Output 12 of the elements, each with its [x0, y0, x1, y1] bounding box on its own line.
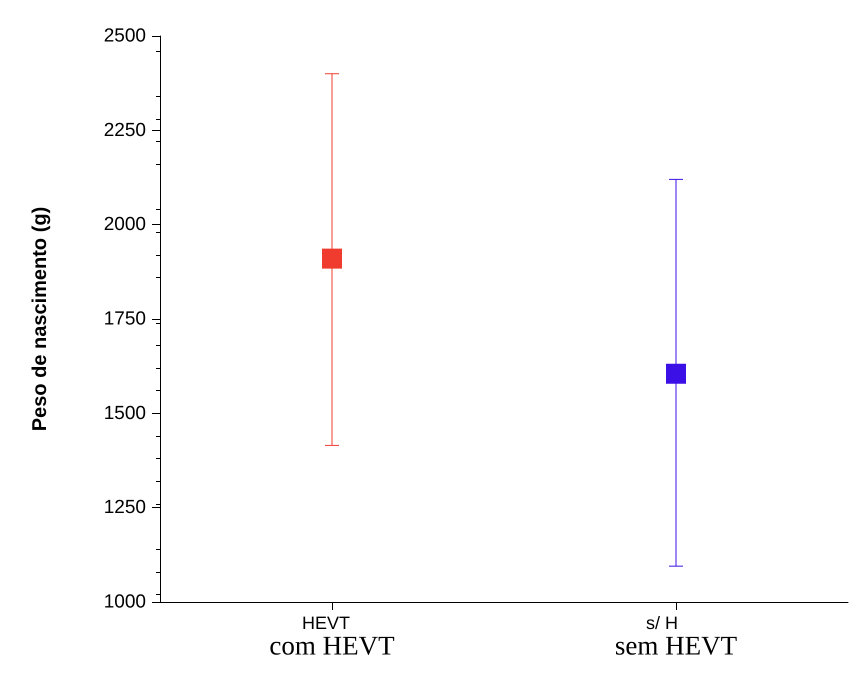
- text: HEVT: [302, 613, 350, 633]
- text: s/ H: [646, 613, 678, 633]
- x-tick-label: sem HEVT: [614, 630, 738, 660]
- y-tick-label: 1250: [104, 497, 146, 518]
- x-tick-label: com HEVT: [269, 630, 396, 660]
- y-tick-label: 2500: [104, 26, 146, 46]
- y-tick-label: 1750: [104, 308, 146, 330]
- y-tick-label: 1500: [104, 402, 146, 424]
- y-tick-label: 2000: [104, 214, 146, 236]
- y-tick-label: 2250: [104, 120, 146, 141]
- y-axis-title: Peso de nascimento (g): [29, 206, 51, 432]
- y-tick-label: 1000: [104, 592, 146, 612]
